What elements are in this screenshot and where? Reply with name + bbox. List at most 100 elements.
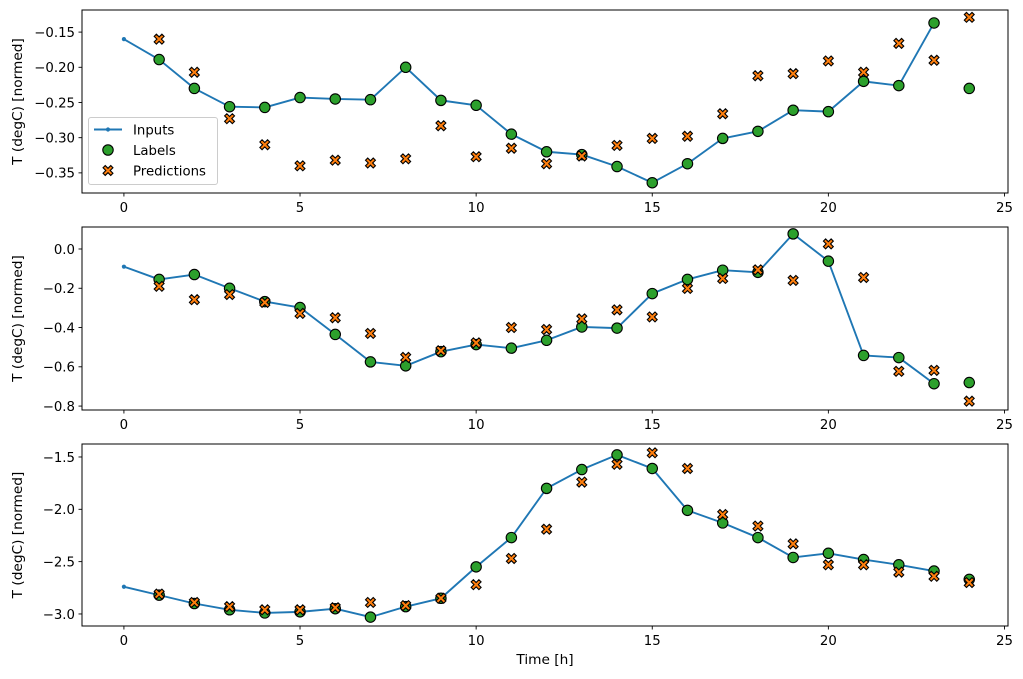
- prediction-marker: [153, 33, 165, 45]
- prediction-marker: [822, 559, 835, 571]
- prediction-marker: [505, 552, 518, 565]
- label-marker: [963, 376, 976, 389]
- prediction-marker: [681, 282, 694, 295]
- prediction-marker: [470, 337, 482, 349]
- inputs-line-series: [121, 231, 937, 386]
- label-marker: [822, 547, 835, 560]
- y-tick-label: −0.4: [43, 321, 75, 336]
- prediction-marker: [928, 364, 940, 377]
- prediction-marker: [716, 508, 729, 521]
- label-marker: [716, 517, 729, 529]
- label-marker: [188, 82, 201, 95]
- prediction-marker: [646, 447, 658, 459]
- prediction-marker: [752, 70, 764, 82]
- x-tick-label: 5: [296, 418, 304, 433]
- inputs-dot-marker: [121, 584, 127, 589]
- prediction-marker: [399, 351, 412, 364]
- prediction-marker: [646, 311, 658, 323]
- prediction-marker: [893, 37, 905, 50]
- label-marker: [787, 551, 799, 564]
- label-marker: [611, 160, 623, 173]
- subplot-middle: 0 5 10 15 20 25 0.0 −0.2 −0.4 −0.6 −0.8 T (degC) [n…: [10, 226, 1013, 433]
- label-marker: [646, 462, 659, 475]
- prediction-marker: [329, 601, 341, 614]
- labels-series: [153, 228, 976, 390]
- prediction-marker: [576, 150, 588, 162]
- prediction-marker: [364, 596, 377, 609]
- x-tick-label: 25: [996, 418, 1013, 433]
- prediction-marker: [928, 54, 940, 66]
- prediction-marker: [540, 523, 553, 535]
- label-marker: [399, 61, 412, 74]
- x-tick-label: 15: [644, 634, 661, 649]
- axes-frame: [81, 443, 1009, 627]
- prediction-marker: [294, 160, 306, 172]
- inputs-line: [123, 232, 935, 385]
- label-marker: [857, 349, 870, 362]
- labels-series: [153, 449, 976, 623]
- inputs-line-series: [121, 452, 937, 620]
- prediction-marker: [188, 66, 201, 78]
- prediction-marker: [822, 55, 835, 67]
- prediction-marker: [928, 570, 940, 583]
- label-marker: [681, 157, 694, 170]
- label-marker: [364, 611, 377, 623]
- legend-entry-label: Predictions: [133, 164, 206, 179]
- x-tick-label: 20: [820, 634, 837, 649]
- prediction-marker: [893, 365, 905, 378]
- label-marker: [822, 105, 835, 118]
- prediction-marker: [294, 604, 306, 616]
- x-tick-label: 5: [296, 634, 304, 649]
- x-tick-label: 10: [468, 634, 485, 649]
- prediction-marker: [857, 271, 870, 284]
- prediction-marker: [435, 344, 447, 357]
- label-marker: [470, 561, 482, 573]
- predictions-series: [153, 447, 975, 616]
- label-marker: [716, 264, 729, 276]
- y-tick-label: −2.0: [43, 503, 75, 518]
- legend: Inputs Labels Predictions: [88, 117, 218, 185]
- y-axis-label: T (degC) [normed]: [10, 38, 26, 166]
- prediction-marker: [259, 604, 271, 616]
- inputs-line: [123, 453, 935, 619]
- label-marker: [822, 255, 835, 267]
- prediction-marker: [294, 307, 306, 320]
- prediction-marker: [752, 520, 764, 532]
- y-tick-label: −0.8: [43, 400, 75, 415]
- x-tick-label: 0: [120, 634, 128, 649]
- x-tick-label: 25: [996, 201, 1013, 216]
- prediction-marker: [259, 296, 271, 309]
- label-marker: [364, 356, 377, 368]
- legend-predictions-sample: [102, 164, 114, 177]
- prediction-marker: [963, 11, 975, 24]
- prediction-marker: [153, 280, 165, 293]
- prediction-marker: [963, 395, 975, 407]
- prediction-marker: [364, 327, 377, 340]
- label-marker: [329, 93, 341, 105]
- y-axis-label: T (degC) [normed]: [10, 255, 26, 383]
- prediction-marker: [681, 130, 694, 142]
- prediction-marker: [576, 313, 588, 325]
- prediction-marker: [435, 592, 447, 604]
- label-marker: [153, 53, 165, 66]
- label-marker: [611, 322, 623, 334]
- prediction-marker: [822, 238, 835, 250]
- legend-entry-label: Inputs: [133, 123, 174, 138]
- prediction-marker: [540, 157, 553, 170]
- label-marker: [505, 342, 518, 354]
- prediction-marker: [540, 323, 553, 336]
- prediction-marker: [752, 264, 764, 276]
- prediction-marker: [576, 476, 588, 488]
- prediction-marker: [611, 139, 623, 152]
- label-marker: [787, 228, 799, 240]
- label-marker: [329, 328, 341, 341]
- prediction-marker: [364, 157, 377, 169]
- prediction-marker: [223, 288, 236, 301]
- y-tick-label: −0.35: [34, 167, 75, 182]
- prediction-marker: [435, 119, 447, 132]
- label-marker: [505, 531, 518, 544]
- label-marker: [188, 268, 201, 281]
- x-tick-label: 10: [468, 201, 485, 216]
- label-marker: [893, 351, 905, 364]
